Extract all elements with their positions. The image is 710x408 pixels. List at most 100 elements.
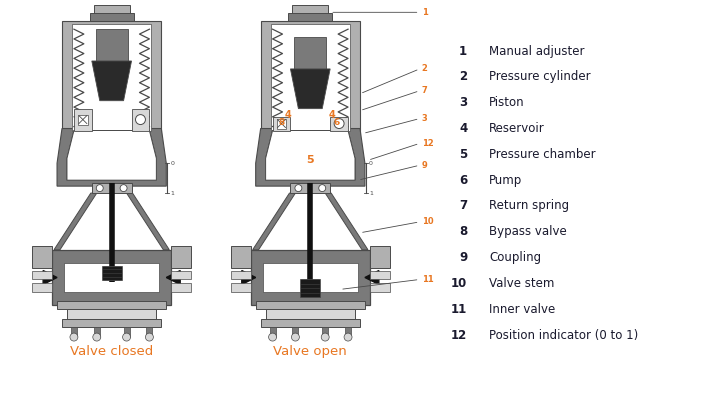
- Bar: [171, 271, 191, 279]
- Bar: [94, 5, 129, 14]
- Text: Piston: Piston: [489, 96, 525, 109]
- Circle shape: [334, 119, 344, 129]
- Bar: [171, 246, 191, 268]
- Bar: [102, 266, 121, 280]
- Text: 11: 11: [422, 275, 433, 284]
- Bar: [263, 263, 358, 293]
- Bar: [90, 13, 133, 21]
- Bar: [256, 302, 365, 309]
- Bar: [92, 183, 131, 193]
- Text: 1: 1: [369, 191, 373, 195]
- Polygon shape: [266, 131, 355, 180]
- Bar: [57, 302, 166, 309]
- Text: Valve closed: Valve closed: [70, 346, 153, 359]
- Text: 5: 5: [307, 155, 314, 165]
- Polygon shape: [365, 271, 379, 284]
- Text: 1: 1: [422, 8, 427, 17]
- Bar: [290, 183, 330, 193]
- Text: 10: 10: [451, 277, 467, 290]
- Polygon shape: [256, 129, 365, 186]
- Circle shape: [136, 115, 146, 124]
- Circle shape: [70, 333, 78, 341]
- Text: 4: 4: [329, 110, 336, 120]
- Bar: [62, 21, 161, 135]
- Circle shape: [295, 185, 302, 192]
- Polygon shape: [57, 129, 166, 186]
- Bar: [96, 29, 128, 61]
- Text: 9: 9: [459, 251, 467, 264]
- Bar: [32, 271, 52, 279]
- Text: 3: 3: [459, 96, 467, 109]
- Text: 11: 11: [451, 303, 467, 316]
- Bar: [261, 21, 360, 135]
- Bar: [72, 24, 151, 131]
- Bar: [370, 271, 390, 279]
- Circle shape: [319, 185, 326, 192]
- Circle shape: [344, 333, 352, 341]
- Text: Valve stem: Valve stem: [489, 277, 555, 290]
- Bar: [251, 250, 370, 305]
- Polygon shape: [266, 131, 355, 180]
- Bar: [266, 309, 355, 319]
- Polygon shape: [166, 271, 180, 284]
- Bar: [231, 246, 251, 268]
- Bar: [32, 284, 52, 293]
- Bar: [62, 319, 161, 327]
- Text: 8: 8: [459, 225, 467, 238]
- Bar: [32, 246, 52, 268]
- Bar: [71, 327, 77, 337]
- Polygon shape: [253, 193, 295, 250]
- Bar: [124, 327, 129, 337]
- Text: Bypass valve: Bypass valve: [489, 225, 567, 238]
- Polygon shape: [54, 193, 97, 250]
- Text: 9: 9: [422, 161, 427, 170]
- Text: 12: 12: [451, 328, 467, 341]
- Text: Pressure cylinder: Pressure cylinder: [489, 70, 591, 83]
- Text: 3: 3: [422, 114, 427, 123]
- Text: 6: 6: [333, 118, 339, 127]
- Bar: [276, 119, 286, 129]
- Text: 12: 12: [422, 139, 433, 148]
- Circle shape: [146, 333, 153, 341]
- Bar: [293, 327, 298, 337]
- Circle shape: [321, 333, 329, 341]
- Text: Coupling: Coupling: [489, 251, 541, 264]
- Bar: [273, 117, 290, 131]
- Text: 2: 2: [459, 70, 467, 83]
- Bar: [67, 309, 156, 319]
- Bar: [295, 37, 326, 69]
- Text: 2: 2: [422, 64, 427, 73]
- Bar: [78, 115, 88, 124]
- Text: 4: 4: [459, 122, 467, 135]
- Text: Position indicator (0 to 1): Position indicator (0 to 1): [489, 328, 638, 341]
- Text: Pressure chamber: Pressure chamber: [489, 148, 596, 161]
- Text: 4: 4: [285, 110, 292, 120]
- Polygon shape: [290, 69, 330, 109]
- Bar: [146, 327, 153, 337]
- Text: 10: 10: [422, 217, 433, 226]
- Circle shape: [291, 333, 300, 341]
- Bar: [370, 284, 390, 293]
- Bar: [288, 13, 332, 21]
- Circle shape: [268, 333, 276, 341]
- Polygon shape: [92, 61, 131, 101]
- Text: 8: 8: [278, 118, 285, 127]
- Polygon shape: [67, 131, 156, 180]
- Text: Valve open: Valve open: [273, 346, 347, 359]
- Bar: [271, 24, 350, 131]
- Bar: [231, 271, 251, 279]
- Polygon shape: [126, 193, 169, 250]
- Circle shape: [120, 185, 127, 192]
- Bar: [330, 117, 348, 131]
- Circle shape: [97, 185, 103, 192]
- Text: Manual adjuster: Manual adjuster: [489, 44, 584, 58]
- Bar: [64, 263, 159, 293]
- Bar: [52, 250, 171, 305]
- Polygon shape: [325, 193, 368, 250]
- Polygon shape: [43, 271, 57, 284]
- Text: 5: 5: [459, 148, 467, 161]
- Circle shape: [93, 333, 101, 341]
- Polygon shape: [242, 271, 256, 284]
- Bar: [322, 327, 328, 337]
- Text: 0: 0: [170, 161, 174, 166]
